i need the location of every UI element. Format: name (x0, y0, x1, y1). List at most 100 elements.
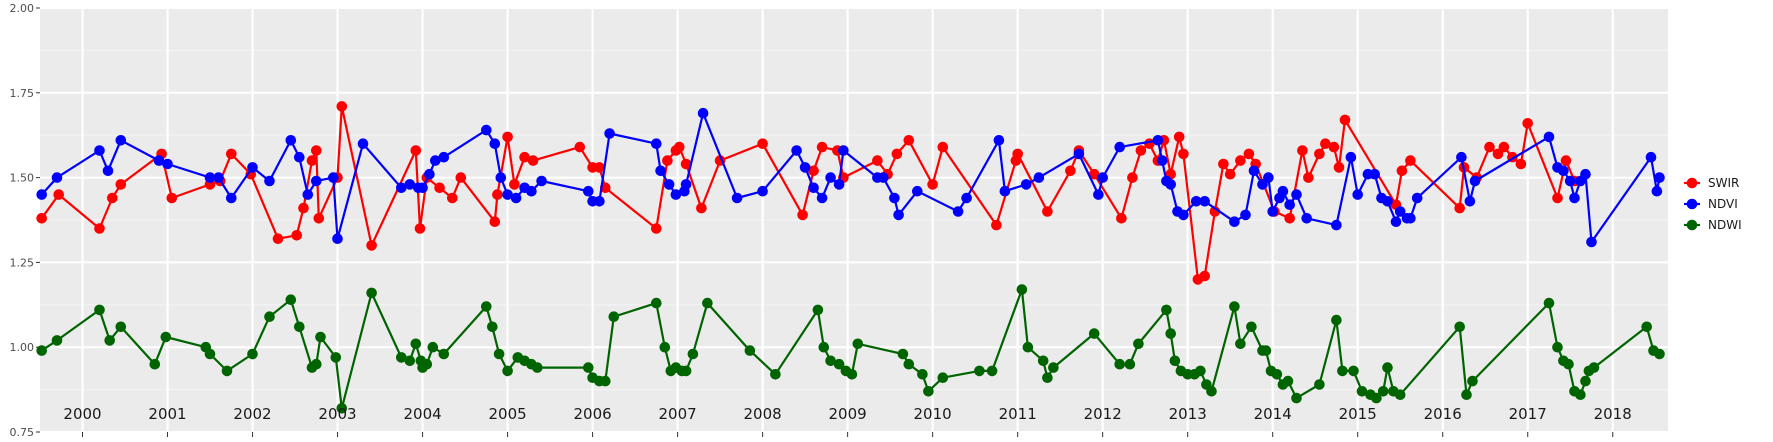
data-point-ndvi (285, 135, 297, 146)
data-point-swir (166, 192, 178, 204)
data-point-ndwi (315, 331, 326, 343)
data-point-swir (291, 230, 303, 241)
data-point-ndwi (1337, 365, 1348, 377)
series-ndwi (36, 284, 1665, 414)
data-point-swir (272, 233, 284, 244)
data-point-swir (808, 165, 819, 177)
data-point-ndvi (1020, 179, 1032, 190)
data-point-ndwi (702, 297, 713, 309)
data-point-ndwi (160, 331, 172, 343)
data-point-ndwi (659, 341, 671, 353)
year-label: 2002 (233, 405, 271, 423)
data-point-ndvi (1156, 155, 1168, 166)
data-point-swir (680, 158, 692, 170)
data-point-ndwi (421, 358, 433, 370)
data-point-swir (502, 131, 513, 143)
data-point-ndwi (770, 369, 781, 380)
data-point-ndvi (1394, 206, 1406, 217)
legend-item-swir: SWIR (1684, 176, 1739, 190)
data-point-ndwi (1331, 314, 1342, 326)
data-point-swir (1218, 158, 1229, 170)
data-point-ndvi (226, 192, 237, 204)
data-point-ndwi (1124, 358, 1136, 370)
data-point-ndvi (889, 192, 900, 204)
data-point-ndvi (102, 165, 114, 177)
data-point-swir (434, 182, 445, 194)
data-point-swir (1328, 141, 1340, 153)
data-point-ndwi (1133, 338, 1144, 350)
data-point-ndvi (396, 182, 407, 194)
data-point-swir (298, 202, 309, 214)
year-label: 2009 (829, 405, 867, 423)
data-point-swir (414, 223, 426, 234)
data-point-ndvi (1284, 199, 1295, 210)
data-point-swir (1135, 145, 1147, 156)
data-point-ndvi (697, 107, 709, 119)
data-point-swir (336, 101, 348, 112)
y-tick-label: 1.50 (10, 172, 35, 185)
data-point-swir (226, 148, 237, 160)
data-point-ndwi (264, 311, 275, 323)
data-point-ndwi (1641, 321, 1652, 333)
data-point-ndvi (1586, 236, 1597, 248)
data-point-ndvi (51, 172, 63, 183)
data-point-ndvi (1543, 131, 1555, 143)
data-point-ndvi (247, 162, 258, 173)
data-point-swir (107, 192, 118, 204)
data-point-swir (1515, 158, 1527, 170)
data-point-ndwi (687, 348, 699, 360)
data-point-ndwi (1206, 386, 1217, 397)
data-point-ndvi (1464, 196, 1476, 207)
data-point-ndvi (838, 145, 849, 156)
data-point-ndvi (1345, 151, 1357, 163)
data-point-ndvi (1114, 141, 1125, 153)
series-ndvi (36, 107, 1665, 248)
data-point-ndvi (912, 185, 923, 197)
data-point-ndwi (1461, 389, 1472, 401)
data-point-swir (1297, 145, 1308, 156)
data-point-ndwi (818, 341, 830, 353)
data-point-ndvi (1263, 172, 1274, 183)
data-point-ndwi (937, 372, 949, 384)
data-point-swir (674, 141, 685, 153)
data-point-ndvi (1267, 206, 1278, 217)
data-point-ndwi (651, 297, 662, 309)
data-point-swir (1405, 155, 1416, 166)
year-label: 2006 (574, 405, 612, 423)
year-label: 2010 (914, 405, 952, 423)
data-point-ndwi (481, 301, 492, 312)
data-point-ndwi (1371, 392, 1382, 404)
data-point-ndwi (1356, 386, 1368, 397)
data-point-ndvi (993, 135, 1005, 146)
year-label: 2003 (318, 405, 356, 423)
data-point-ndvi (731, 192, 743, 204)
data-point-ndwi (917, 369, 928, 380)
data-point-ndwi (1114, 358, 1125, 370)
year-label: 2000 (63, 405, 101, 423)
data-point-ndwi (1552, 341, 1563, 353)
data-point-swir (651, 223, 662, 234)
data-point-swir (1484, 141, 1495, 153)
data-point-ndvi (1178, 209, 1189, 221)
year-label: 2004 (404, 405, 442, 423)
data-point-ndvi (1301, 213, 1312, 224)
data-series (36, 101, 1665, 414)
data-point-ndwi (1088, 328, 1100, 339)
data-point-swir (1522, 118, 1533, 129)
data-point-swir (1314, 148, 1325, 160)
data-point-swir (1560, 155, 1572, 166)
data-point-ndwi (410, 338, 422, 350)
data-point-ndvi (536, 175, 547, 187)
data-point-ndwi (502, 365, 513, 377)
data-point-swir (1116, 213, 1127, 224)
data-point-ndwi (1314, 379, 1325, 390)
data-point-swir (696, 202, 707, 214)
data-point-ndwi (51, 335, 63, 346)
data-point-swir (53, 189, 64, 200)
legend-key-point (1686, 219, 1698, 231)
data-point-ndvi (651, 138, 662, 149)
data-point-ndvi (1229, 216, 1240, 227)
data-point-ndvi (1240, 209, 1251, 221)
data-point-swir (1454, 202, 1465, 214)
data-point-swir (527, 155, 539, 166)
